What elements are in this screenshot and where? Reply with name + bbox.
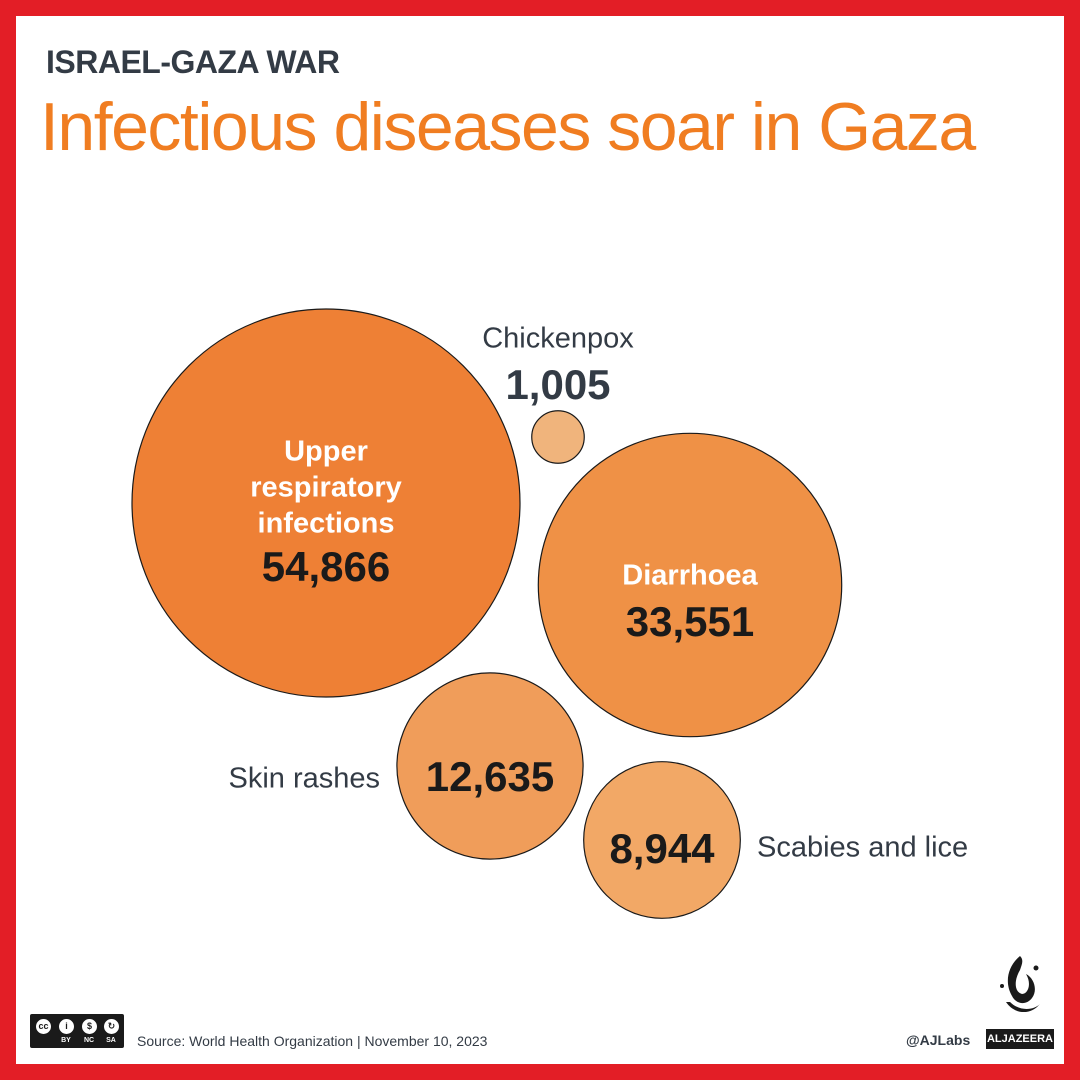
bubble-value-chickenpox: 1,005 — [505, 361, 610, 408]
bubble-chickenpox — [531, 410, 585, 464]
bubble-value-diarrhoea: 33,551 — [626, 598, 754, 645]
cc-license-badge: cc i $ ↻ BY NC SA — [30, 1014, 124, 1048]
nc-icon: $ — [80, 1017, 99, 1036]
cc-label-sa: SA — [106, 1037, 116, 1044]
aljazeera-wordmark: ALJAZEERA — [986, 1029, 1054, 1049]
bubble-upper-respiratory-infections — [131, 308, 521, 698]
bubble-value-scabies-and-lice: 8,944 — [609, 825, 715, 872]
bubble-diarrhoea — [537, 432, 843, 738]
cc-label-by: BY — [61, 1037, 71, 1044]
by-icon: i — [57, 1017, 76, 1036]
bubble-scabies-and-lice — [583, 761, 741, 919]
page-title: Infectious diseases soar in Gaza — [40, 89, 976, 165]
bubble-label-chickenpox: Chickenpox — [482, 323, 634, 355]
sa-icon: ↻ — [102, 1017, 121, 1036]
bubble-label-scabies-and-lice: Scabies and lice — [757, 832, 968, 864]
bubble-value-upper-respiratory-infections: 54,866 — [262, 543, 390, 590]
bubble-label-upper-respiratory-infections: Upper — [284, 436, 368, 468]
ajlabs-handle: @AJLabs — [906, 1032, 971, 1048]
aljazeera-logo-icon — [1000, 956, 1040, 1013]
bubble-skin-rashes — [396, 672, 584, 860]
bubble-value-skin-rashes: 12,635 — [426, 753, 554, 800]
section-kicker: ISRAEL-GAZA WAR — [46, 44, 340, 80]
bubble-label-skin-rashes: Skin rashes — [228, 763, 380, 795]
cc-icon: cc — [34, 1017, 53, 1036]
bubble-label-upper-respiratory-infections: respiratory — [250, 472, 402, 504]
cc-label-nc: NC — [83, 1037, 95, 1044]
source-note: Source: World Health Organization | Nove… — [137, 1033, 488, 1049]
bubble-label-upper-respiratory-infections: infections — [258, 508, 395, 540]
bubble-label-diarrhoea: Diarrhoea — [622, 560, 758, 592]
